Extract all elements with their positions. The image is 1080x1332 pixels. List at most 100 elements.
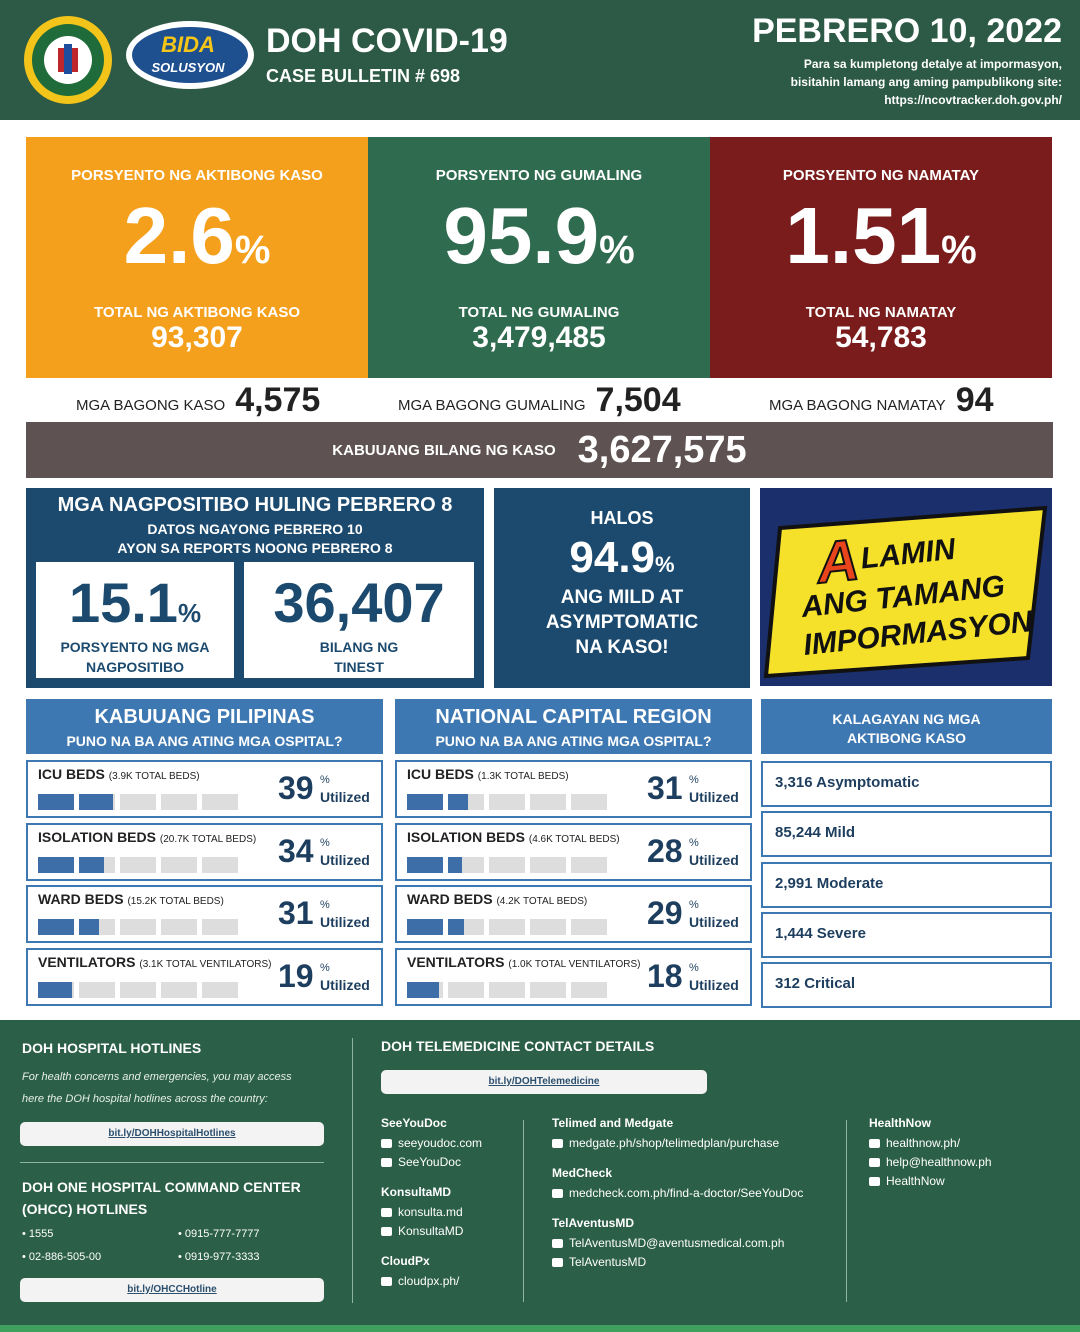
contact-icon [869,1138,880,1148]
capacity-row: ISOLATION BEDS (20.7K TOTAL BEDS) 34% Util… [26,822,383,881]
bar-segment [120,794,156,810]
mild-value: 94.9 [569,533,656,582]
footer: DOH HOSPITAL HOTLINES For health concern… [0,1020,1080,1332]
status-item: 2,991 Moderate [761,861,1052,908]
card-total: 93,307 [151,321,243,354]
bar-fill [38,981,73,998]
divider [20,1162,324,1163]
card-total-label: TOTAL NG AKTIBONG KASO [93,304,301,321]
status-item: 3,316 Asymptomatic [761,761,1052,807]
bar-segment [161,981,197,998]
row-unit: Utilized [689,914,739,930]
row-value: 34 [278,832,314,869]
bar-segment [79,981,115,998]
divider [523,1120,524,1302]
row-type: VENTILATORS [407,953,505,970]
bar-fill [79,794,114,810]
tele-group: KonsultaMD konsulta.md KonsultaMD [381,1185,531,1238]
provider-name: CloudPx [381,1254,430,1268]
hotlines-link[interactable]: bit.ly/DOHHospitalHotlines [20,1122,324,1146]
percent-value: 2.6 [123,191,235,280]
row-type: ISOLATION BEDS [38,828,156,845]
title: DOH COVID-19 [266,22,508,60]
provider-contact: KonsultaMD [381,1224,531,1238]
bar-segment [489,981,525,998]
bar-segment [120,981,156,998]
hospital-panel: NATIONAL CAPITAL REGION PUNO NA BA ANG AT… [395,699,752,1006]
contact-text: healthnow.ph/ [886,1136,961,1150]
row-type: WARD BEDS [38,891,124,907]
percent-value: 1.51 [785,191,942,280]
row-capacity: (1.3K TOTAL BEDS) [477,771,569,782]
tele-link[interactable]: bit.ly/DOHTelemedicine [381,1070,707,1094]
ohcc-number: • 0915-777-7777 [178,1228,260,1240]
bar-segment [489,856,525,873]
card-percent: 1.51% [710,196,1052,290]
bar-segment [79,856,115,873]
tested-value: 36,407 [273,571,445,634]
row-unit: Utilized [689,789,739,805]
summary-card: PORSYENTO NG GUMALING 95.9% TOTAL NG GUMAL… [368,137,710,378]
tele-group: SeeYouDoc seeyoudoc.com SeeYouDoc [381,1116,531,1169]
row-value: 29 [647,895,683,931]
positivity-subtitle: DATOS NGAYONG PEBRERO 10 [147,521,363,537]
bar-fill [79,919,99,935]
bulletin-number: CASE BULLETIN # 698 [266,66,461,86]
ohcc-line: (OHCC) HOTLINES [22,1201,148,1217]
bar-fill [38,856,74,873]
capacity-row: ICU BEDS (3.9K TOTAL BEDS) 39% Utilized [26,760,383,818]
row-sign: % [689,961,699,974]
bar-segment [38,919,74,935]
rate-value: 15.1 [68,571,178,634]
tele-column: HealthNow healthnow.ph/help@healthnow.ph H… [869,1116,1019,1204]
total-label: KABUUANG BILANG NG KASO [332,441,556,459]
row-value: 39 [278,770,314,806]
positivity-subtitle: AYON SA REPORTS NOONG PEBRERO 8 [117,540,393,556]
note: Para sa kumpletong detalye at impormasyo… [791,55,1062,109]
contact-text: konsulta.md [398,1205,463,1219]
row-sign: % [320,774,330,786]
ohcc-link[interactable]: bit.ly/OHCCHotline [20,1278,324,1302]
bar-segment [407,856,443,873]
header: BIDA SOLUSYON DOH COVID-19 CASE BULLETIN… [0,0,1080,120]
provider-contact: seeyoudoc.com [381,1136,531,1150]
ohcc-number-text: 1555 [28,1228,54,1240]
mild-lead: HALOS [590,508,654,528]
row-sign: % [320,836,330,849]
bar-segment [571,856,607,873]
logo-word: BIDA [161,32,215,57]
positivity-box: MGA NAGPOSITIBO HULING PEBRERO 8 DATOS N… [26,488,484,688]
bar-segment [571,981,607,998]
provider-contact: konsulta.md [381,1205,531,1219]
bar-fill [79,856,105,873]
contact-icon [381,1276,392,1286]
new-count: MGA BAGONG KASO 4,575 [76,380,320,420]
mild-text: ASYMPTOMATIC [545,612,699,633]
bar-fill [448,919,465,935]
bar-segment [407,981,443,998]
divider [352,1038,353,1303]
url: https://ncovtracker.doh.gov.ph/ [884,93,1062,107]
panel-title: KABUUANG PILIPINAS [94,706,315,728]
row-unit: Utilized [320,789,370,805]
provider-contact: cloudpx.ph/ [381,1274,531,1288]
row-name: ISOLATION BEDS (20.7K TOTAL BEDS) [38,829,256,845]
hotlines-text: For health concerns and emergencies, you… [22,1066,292,1110]
tested-box: 36,407 BILANG NG TINEST [244,562,474,678]
row-capacity: (3.9K TOTAL BEDS) [108,771,200,782]
new-count: MGA BAGONG GUMALING 7,504 [398,380,681,420]
contact-text: SeeYouDoc [398,1155,461,1169]
ohcc-title: DOH ONE HOSPITAL COMMAND CENTER (OHCC) H… [22,1176,301,1220]
new-value: 94 [955,381,994,419]
provider-name: SeeYouDoc [381,1116,447,1130]
capacity-row: ISOLATION BEDS (4.6K TOTAL BEDS) 28% Utili… [395,822,752,881]
row-type: ICU BEDS [38,766,105,782]
contact-icon [381,1138,392,1148]
row-capacity: (15.2K TOTAL BEDS) [127,896,224,907]
row-name: WARD BEDS (15.2K TOTAL BEDS) [38,891,224,907]
contact-icon [869,1157,880,1167]
capacity-row: WARD BEDS (4.2K TOTAL BEDS) 29% Utilized [395,885,752,943]
row-unit: Utilized [320,851,370,868]
row-name: VENTILATORS (3.1K TOTAL VENTILATORS) [38,954,271,970]
row-capacity: (4.6K TOTAL BEDS) [528,833,620,845]
